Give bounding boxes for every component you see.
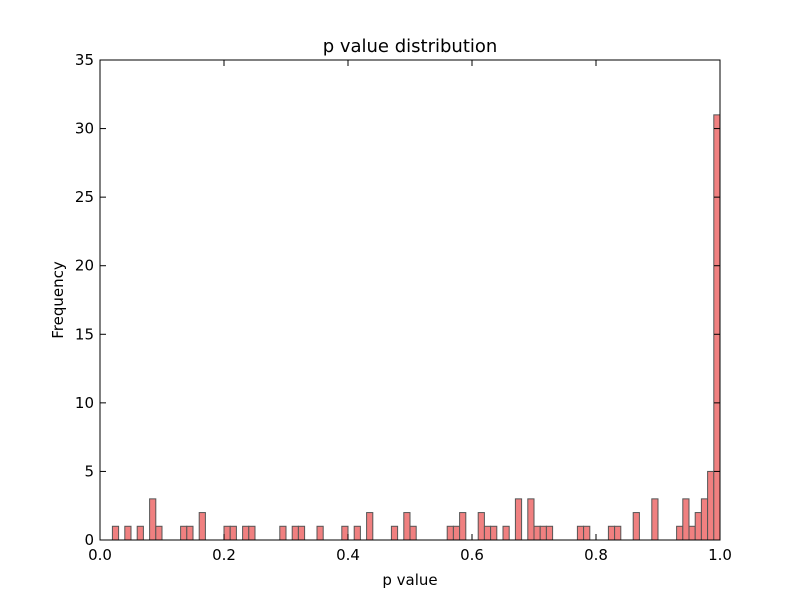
histogram-bar <box>186 525 194 541</box>
histogram-bar <box>297 525 306 541</box>
histogram-bar <box>682 498 690 541</box>
x-tick-label: 1.0 <box>708 546 732 564</box>
histogram-bar <box>124 525 132 541</box>
histogram-bar <box>607 525 616 541</box>
x-tick-label: 0.8 <box>584 546 608 564</box>
y-axis-ticks: 0 5 10 15 20 25 30 35 <box>75 51 720 549</box>
histogram-bar <box>539 525 547 541</box>
histogram-bar <box>248 525 256 541</box>
histogram-bar <box>390 525 399 541</box>
y-tick-label: 15 <box>75 325 94 343</box>
histogram-bar <box>477 512 485 541</box>
histogram-bar <box>483 525 492 541</box>
histogram-bar <box>527 498 535 541</box>
histogram-bar <box>452 525 461 541</box>
y-tick-label: 35 <box>75 51 94 69</box>
histogram-bar <box>229 525 237 541</box>
histogram-bar <box>446 525 454 541</box>
x-axis-label: p value <box>382 571 437 589</box>
histogram-bar <box>409 525 417 541</box>
histogram-bar <box>700 498 709 541</box>
y-tick-label: 0 <box>84 531 94 549</box>
x-axis-ticks: 0.0 0.2 0.4 0.6 0.8 1.0 <box>88 60 732 564</box>
y-tick-label: 10 <box>75 394 94 412</box>
histogram-bar <box>632 512 640 541</box>
histogram-bar <box>155 525 163 541</box>
histogram-bar <box>576 525 585 541</box>
histogram-bar <box>707 470 715 541</box>
histogram-bar <box>223 525 231 541</box>
bars-group <box>111 114 721 541</box>
histogram-bar <box>242 525 250 541</box>
y-tick-label: 20 <box>75 257 94 275</box>
histogram-bar <box>291 525 299 541</box>
histogram-bar <box>136 525 144 541</box>
histogram-bar <box>651 498 659 541</box>
x-tick-label: 0.2 <box>212 546 236 564</box>
y-tick-label: 25 <box>75 188 94 206</box>
x-tick-label: 0.6 <box>460 546 484 564</box>
y-axis-label: Frequency <box>49 261 67 339</box>
histogram-bar <box>403 512 411 541</box>
histogram-bar <box>614 525 622 541</box>
histogram-bar <box>459 512 467 541</box>
x-tick-label: 0.4 <box>336 546 360 564</box>
histogram-bar <box>490 525 498 541</box>
histogram-bar <box>533 525 541 541</box>
histogram-bar <box>180 525 188 541</box>
histogram-bar <box>353 525 361 541</box>
histogram-bar <box>545 525 554 541</box>
plot-frame <box>99 59 721 541</box>
chart-title: p value distribution <box>323 36 498 57</box>
y-tick-label: 5 <box>84 462 94 480</box>
histogram-bar <box>198 512 206 541</box>
histogram-bar <box>713 114 721 541</box>
histogram-bar <box>111 525 120 541</box>
x-tick-label: 0.0 <box>88 546 112 564</box>
histogram-bar <box>316 525 324 541</box>
histogram-bar <box>279 525 287 541</box>
y-tick-label: 30 <box>75 120 94 138</box>
histogram-bar <box>583 525 591 541</box>
histogram-bar <box>149 498 157 541</box>
histogram-bar <box>676 525 684 541</box>
histogram-bar <box>502 525 510 541</box>
histogram-bar <box>694 512 702 541</box>
histogram-bar <box>514 498 523 541</box>
histogram-bar <box>366 512 374 541</box>
histogram-bar <box>341 525 349 541</box>
histogram-bar <box>688 525 696 541</box>
